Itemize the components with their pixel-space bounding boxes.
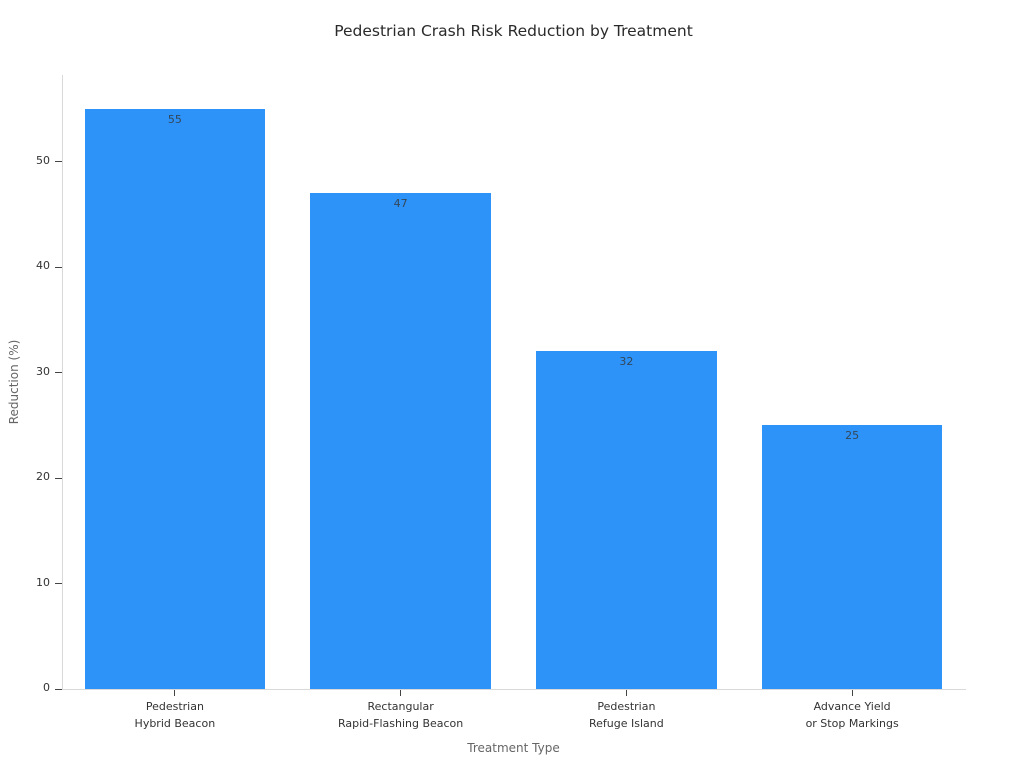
x-tick-label: Advance Yield or Stop Markings bbox=[805, 700, 899, 731]
x-tick-mark bbox=[174, 690, 176, 696]
x-tick-mark bbox=[625, 690, 627, 696]
bar-value-label: 55 bbox=[167, 112, 182, 126]
y-tick-mark bbox=[55, 266, 62, 268]
y-tick-mark bbox=[55, 477, 62, 479]
y-tick-label: 20 bbox=[36, 470, 50, 483]
x-axis-spine bbox=[62, 689, 966, 690]
x-tick-mark bbox=[851, 690, 853, 696]
y-tick-mark bbox=[55, 688, 62, 690]
y-tick-mark bbox=[55, 583, 62, 584]
x-tick-mark bbox=[400, 690, 402, 696]
chart-title: Pedestrian Crash Risk Reduction by Treat… bbox=[334, 22, 693, 40]
y-tick-label: 30 bbox=[36, 364, 50, 378]
y-tick-mark bbox=[55, 161, 62, 162]
y-tick-label: 0 bbox=[43, 681, 50, 694]
bar bbox=[536, 351, 717, 689]
y-tick-mark bbox=[55, 372, 62, 373]
bar bbox=[84, 108, 266, 689]
bar-value-label: 25 bbox=[845, 429, 860, 443]
x-tick-label: Rectangular Rapid-Flashing Beacon bbox=[337, 700, 464, 731]
y-axis-spine bbox=[62, 75, 63, 690]
bar-value-label: 32 bbox=[619, 355, 634, 369]
y-axis-label: Reduction (%) bbox=[7, 339, 21, 425]
x-tick-label: Pedestrian Refuge Island bbox=[589, 700, 664, 731]
bar bbox=[310, 193, 491, 689]
x-tick-label: Pedestrian Hybrid Beacon bbox=[134, 700, 216, 731]
y-tick-label: 10 bbox=[36, 575, 50, 589]
x-axis-label: Treatment Type bbox=[467, 741, 560, 755]
y-tick-label: 40 bbox=[36, 259, 50, 272]
y-tick-label: 50 bbox=[36, 153, 50, 167]
bar-value-label: 47 bbox=[393, 197, 408, 211]
bar bbox=[761, 425, 943, 689]
